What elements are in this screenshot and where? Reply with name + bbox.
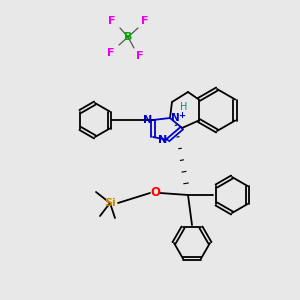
Text: H: H [180,102,188,112]
Text: F: F [107,48,115,58]
Text: F: F [141,16,149,26]
Text: F: F [136,51,144,61]
Text: +: + [178,110,185,119]
Text: O: O [150,187,160,200]
Text: N: N [143,115,152,125]
Text: B: B [124,32,132,42]
Text: Si: Si [104,198,116,208]
Text: N: N [171,113,180,123]
Text: N: N [158,135,167,145]
Text: F: F [108,16,116,26]
